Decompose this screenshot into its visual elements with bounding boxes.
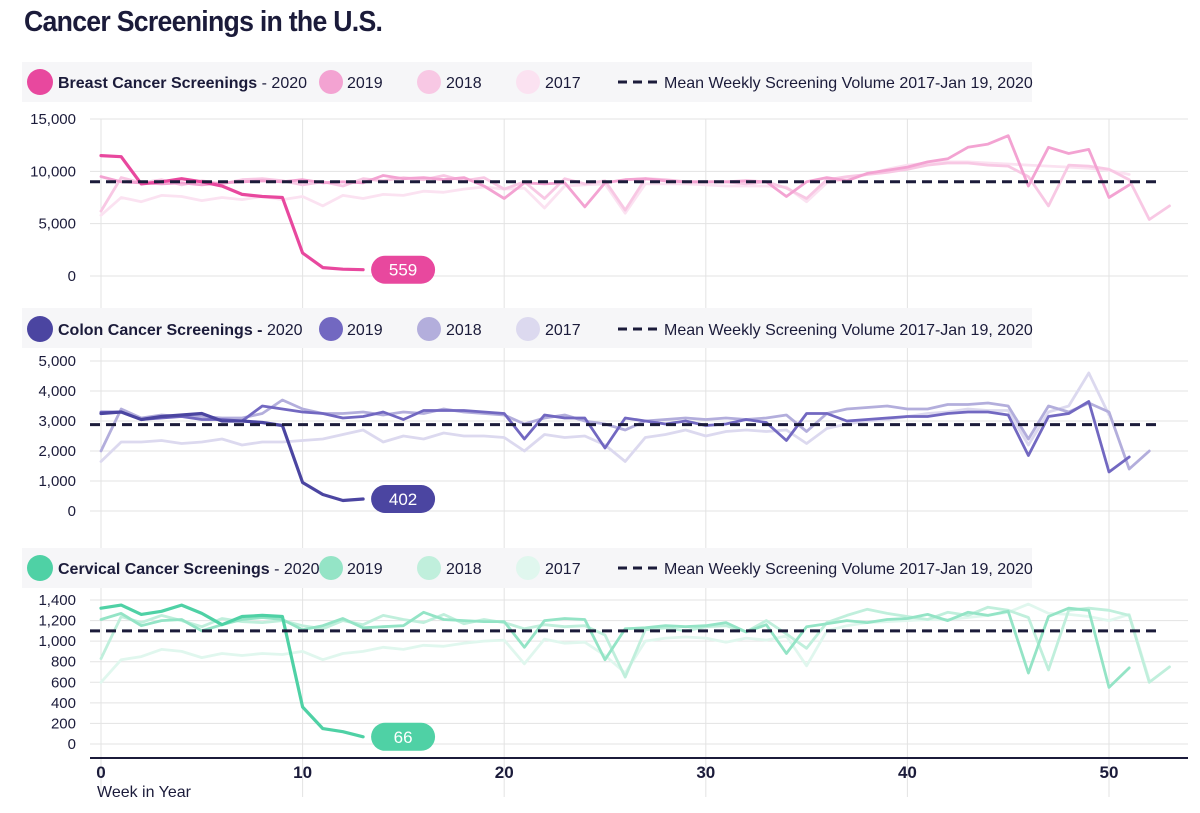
legend-label-2018: 2018 [446, 561, 482, 578]
series-line-2018 [99, 605, 1171, 684]
series-line-2018 [99, 398, 1151, 471]
legend-swatch-2019 [319, 317, 343, 341]
legend-swatch-2019 [319, 70, 343, 94]
y-tick-label: 5,000 [38, 353, 76, 370]
y-tick-label: 0 [68, 503, 76, 520]
y-tick-label: 1,200 [38, 613, 76, 630]
legend-swatch-2020 [27, 69, 53, 95]
legend-swatch-2020 [27, 316, 53, 342]
series-line-2019 [99, 400, 1131, 474]
y-tick-label: 0 [68, 268, 76, 285]
legend-mean-label: Mean Weekly Screening Volume 2017-Jan 19… [664, 561, 1033, 578]
y-tick-label: 5,000 [38, 216, 76, 233]
legend-swatch-2017 [516, 556, 540, 580]
legend-suffix: 2020 [263, 322, 303, 339]
legend-swatch-2017 [516, 70, 540, 94]
legend-swatch-2017 [516, 317, 540, 341]
y-tick-label: 1,000 [38, 473, 76, 490]
x-tick-label: 50 [1100, 763, 1119, 782]
y-tick-label: 4,000 [38, 383, 76, 400]
legend-label-2019: 2019 [347, 322, 383, 339]
legend-swatch-2020 [27, 555, 53, 581]
legend-label-2020: Cervical Cancer Screenings - 2020 [58, 561, 320, 578]
x-tick-label: 20 [495, 763, 514, 782]
callout-badge [371, 255, 436, 284]
y-tick-label: 800 [51, 654, 76, 671]
legend-label-2019: 2019 [347, 75, 383, 92]
callout-badge [371, 485, 436, 513]
series-line-2019 [99, 606, 1131, 689]
x-axis-label: Week in Year [97, 784, 192, 801]
legend-title: Breast Cancer Screenings [58, 75, 257, 92]
legend-label-2018: 2018 [446, 322, 482, 339]
callout-label: 66 [394, 728, 413, 747]
series-line-2017 [99, 160, 1131, 217]
legend-label-2020: Breast Cancer Screenings - 2020 [58, 75, 307, 92]
legend-swatch-2018 [417, 70, 441, 94]
legend-label-2017: 2017 [545, 75, 581, 92]
y-tick-label: 0 [68, 736, 76, 753]
legend-title: Colon Cancer Screenings - [58, 322, 263, 339]
legend-swatch-2019 [319, 556, 343, 580]
callout-badge [371, 722, 436, 751]
x-tick-label: 10 [293, 763, 312, 782]
legend-mean-label: Mean Weekly Screening Volume 2017-Jan 19… [664, 322, 1033, 339]
series-line-2020 [99, 410, 365, 503]
y-tick-label: 1,000 [38, 633, 76, 650]
y-tick-label: 200 [51, 715, 76, 732]
series-line-2020 [99, 154, 365, 272]
legend-label-2020: Colon Cancer Screenings - 2020 [58, 322, 303, 339]
x-tick-label: 30 [696, 763, 715, 782]
callout-label: 559 [389, 261, 417, 280]
page-title: Cancer Screenings in the U.S. [24, 6, 383, 38]
legend-label-2017: 2017 [545, 561, 581, 578]
x-tick-label: 40 [898, 763, 917, 782]
x-tick-label: 0 [96, 763, 105, 782]
series-line-2020 [99, 603, 365, 739]
legend-suffix: - 2020 [257, 75, 307, 92]
y-tick-label: 15,000 [30, 111, 76, 128]
y-tick-label: 600 [51, 674, 76, 691]
y-tick-label: 1,400 [38, 592, 76, 609]
legend-mean-label: Mean Weekly Screening Volume 2017-Jan 19… [664, 75, 1033, 92]
legend-label-2019: 2019 [347, 561, 383, 578]
series-line-2017 [99, 602, 1151, 684]
y-tick-label: 2,000 [38, 443, 76, 460]
y-tick-label: 400 [51, 695, 76, 712]
callout-label: 402 [389, 490, 417, 509]
legend-swatch-2018 [417, 556, 441, 580]
y-tick-label: 3,000 [38, 413, 76, 430]
legend-label-2018: 2018 [446, 75, 482, 92]
y-tick-label: 10,000 [30, 163, 76, 180]
legend-title: Cervical Cancer Screenings [58, 561, 270, 578]
legend-swatch-2018 [417, 317, 441, 341]
legend-label-2017: 2017 [545, 322, 581, 339]
legend-suffix: - 2020 [270, 561, 320, 578]
